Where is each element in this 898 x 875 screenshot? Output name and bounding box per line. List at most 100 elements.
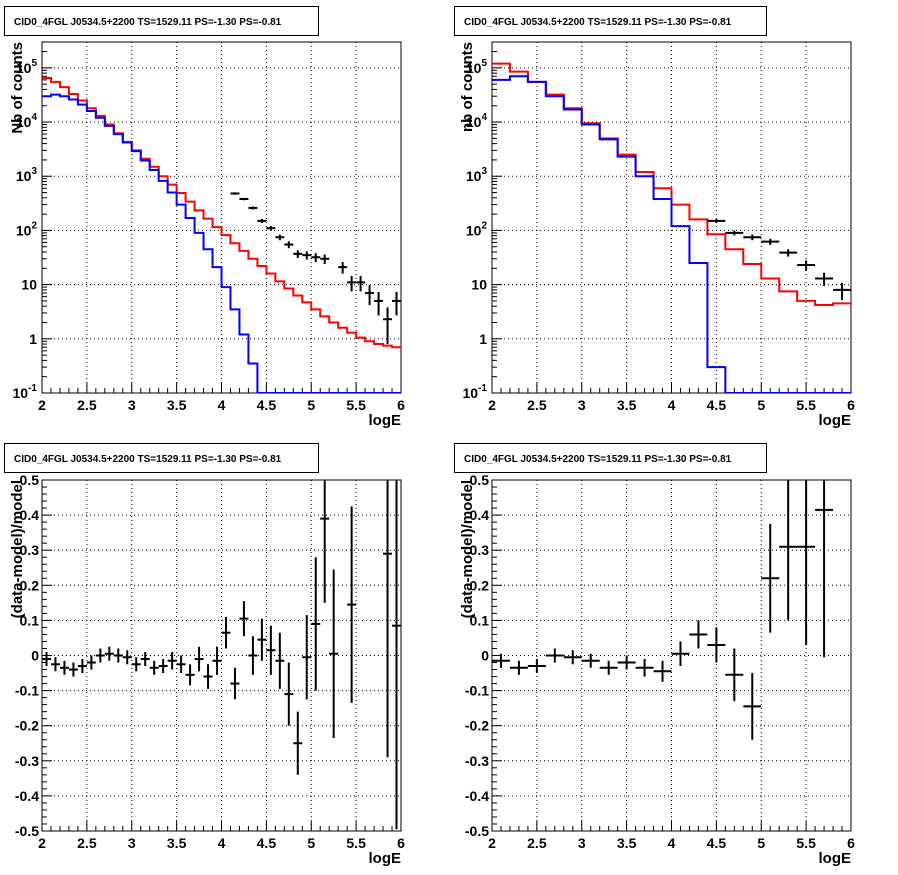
data-point [779, 480, 798, 621]
y-tick-label: -0.1 [15, 683, 39, 699]
data-point [815, 272, 834, 287]
x-tick-label: 4.5 [707, 397, 727, 413]
x-tick-label: 3.5 [617, 835, 637, 851]
data-point [743, 234, 762, 241]
x-tick-label: 3 [578, 835, 586, 851]
grid [42, 480, 401, 831]
y-tick-label: 0.3 [470, 542, 490, 558]
x-tick-label: 2.5 [77, 397, 97, 413]
series-line-2 [492, 75, 851, 393]
data-point [347, 275, 357, 292]
data-point [671, 641, 690, 667]
plot-area [42, 480, 401, 830]
y-tick-label: 0.1 [470, 612, 490, 628]
data-point [131, 657, 141, 672]
data-point [284, 662, 294, 726]
x-tick-label: 4 [668, 397, 676, 413]
y-tick-label: 105 [466, 58, 488, 76]
data-point [59, 660, 69, 675]
data-point [581, 653, 600, 668]
data-point [302, 251, 312, 260]
y-tick-label: 10-1 [463, 383, 488, 401]
x-tick-label: 6 [397, 397, 405, 413]
x-tick-label: 5.5 [796, 397, 816, 413]
plot-area [492, 480, 834, 740]
y-axis-label: (data-model)/model [9, 480, 26, 618]
chart-title: CID0_4FGL J0534.5+2200 TS=1529.11 PS=-1.… [14, 454, 282, 465]
x-tick-label: 3 [128, 835, 136, 851]
x-tick-label: 3 [128, 397, 136, 413]
plot-frame [491, 479, 852, 832]
data-point [563, 650, 582, 665]
grid [42, 42, 401, 393]
data-point [158, 659, 168, 674]
plot-area [42, 76, 401, 393]
x-tick-label: 6 [847, 835, 855, 851]
data-point [653, 660, 672, 682]
x-tick-label: 4.5 [257, 835, 277, 851]
title-box [4, 443, 319, 473]
data-point [248, 206, 258, 210]
data-point [275, 632, 285, 689]
grid [492, 480, 851, 831]
x-tick-label: 5.5 [346, 835, 366, 851]
data-point [185, 664, 195, 686]
data-point [617, 655, 636, 670]
title-box [4, 6, 319, 36]
x-tick-label: 5 [757, 397, 765, 413]
x-tick-label: 5.5 [796, 835, 816, 851]
y-tick-label: 104 [16, 112, 38, 130]
y-axis-label: Nb of counts [9, 42, 26, 134]
data-point [599, 660, 618, 675]
data-point [284, 241, 294, 249]
data-point [383, 480, 393, 758]
data-point [167, 651, 177, 670]
data-point [545, 648, 564, 663]
x-tick-label: 5.5 [346, 397, 366, 413]
y-tick-label: 0.3 [20, 542, 40, 558]
chart-title: CID0_4FGL J0534.5+2200 TS=1529.11 PS=-1.… [14, 17, 282, 28]
x-axis-label: logE [369, 412, 402, 429]
data-point [392, 292, 401, 316]
data-point [761, 523, 780, 633]
x-tick-label: 5 [307, 397, 315, 413]
data-point [86, 655, 96, 670]
data-point [347, 506, 357, 703]
y-tick-label: 0.2 [470, 577, 490, 593]
chart-panel-2: 2 2.5 3 3.5 4 4.5 5 5.5 6 10-1 1 10 102 103 104 105 logE… [454, 6, 855, 429]
data-point [230, 192, 240, 195]
title-box [454, 6, 767, 36]
x-tick-label: 2.5 [527, 397, 547, 413]
x-tick-label: 3 [578, 397, 586, 413]
plot-frame [41, 41, 402, 394]
y-axis-label: (data-model)/model [459, 480, 476, 618]
chart-panel-4: 2 2.5 3 3.5 4 4.5 5 5.5 6 -0.5 -0.4 -0.3 -0.2 -0.1 0 0.… [454, 443, 855, 867]
y-tick-label: 0.2 [20, 577, 40, 593]
data-point [113, 648, 123, 663]
x-tick-label: 6 [847, 397, 855, 413]
data-point [797, 260, 816, 271]
data-point [239, 601, 249, 637]
y-axis-label: nb of counts [459, 42, 476, 132]
data-point [266, 625, 276, 675]
y-tick-label: 0.4 [470, 507, 490, 523]
x-tick-label: 4 [218, 397, 226, 413]
y-tick-label: -0.5 [15, 823, 39, 839]
y-tick-label: 104 [466, 112, 488, 130]
y-tick-label: 10-1 [13, 383, 38, 401]
data-point [743, 673, 762, 740]
data-point [140, 651, 150, 667]
data-point [149, 660, 159, 675]
y-tick-label: -0.4 [465, 788, 489, 804]
axis-ticks [41, 479, 402, 832]
data-point [779, 249, 798, 257]
y-tick-label: 105 [16, 58, 38, 76]
data-point [392, 480, 401, 830]
data-point [356, 275, 366, 292]
data-point [797, 480, 816, 645]
x-tick-label: 2 [488, 835, 496, 851]
data-point [689, 620, 708, 649]
x-axis-label: logE [819, 412, 852, 429]
data-point [374, 292, 384, 316]
